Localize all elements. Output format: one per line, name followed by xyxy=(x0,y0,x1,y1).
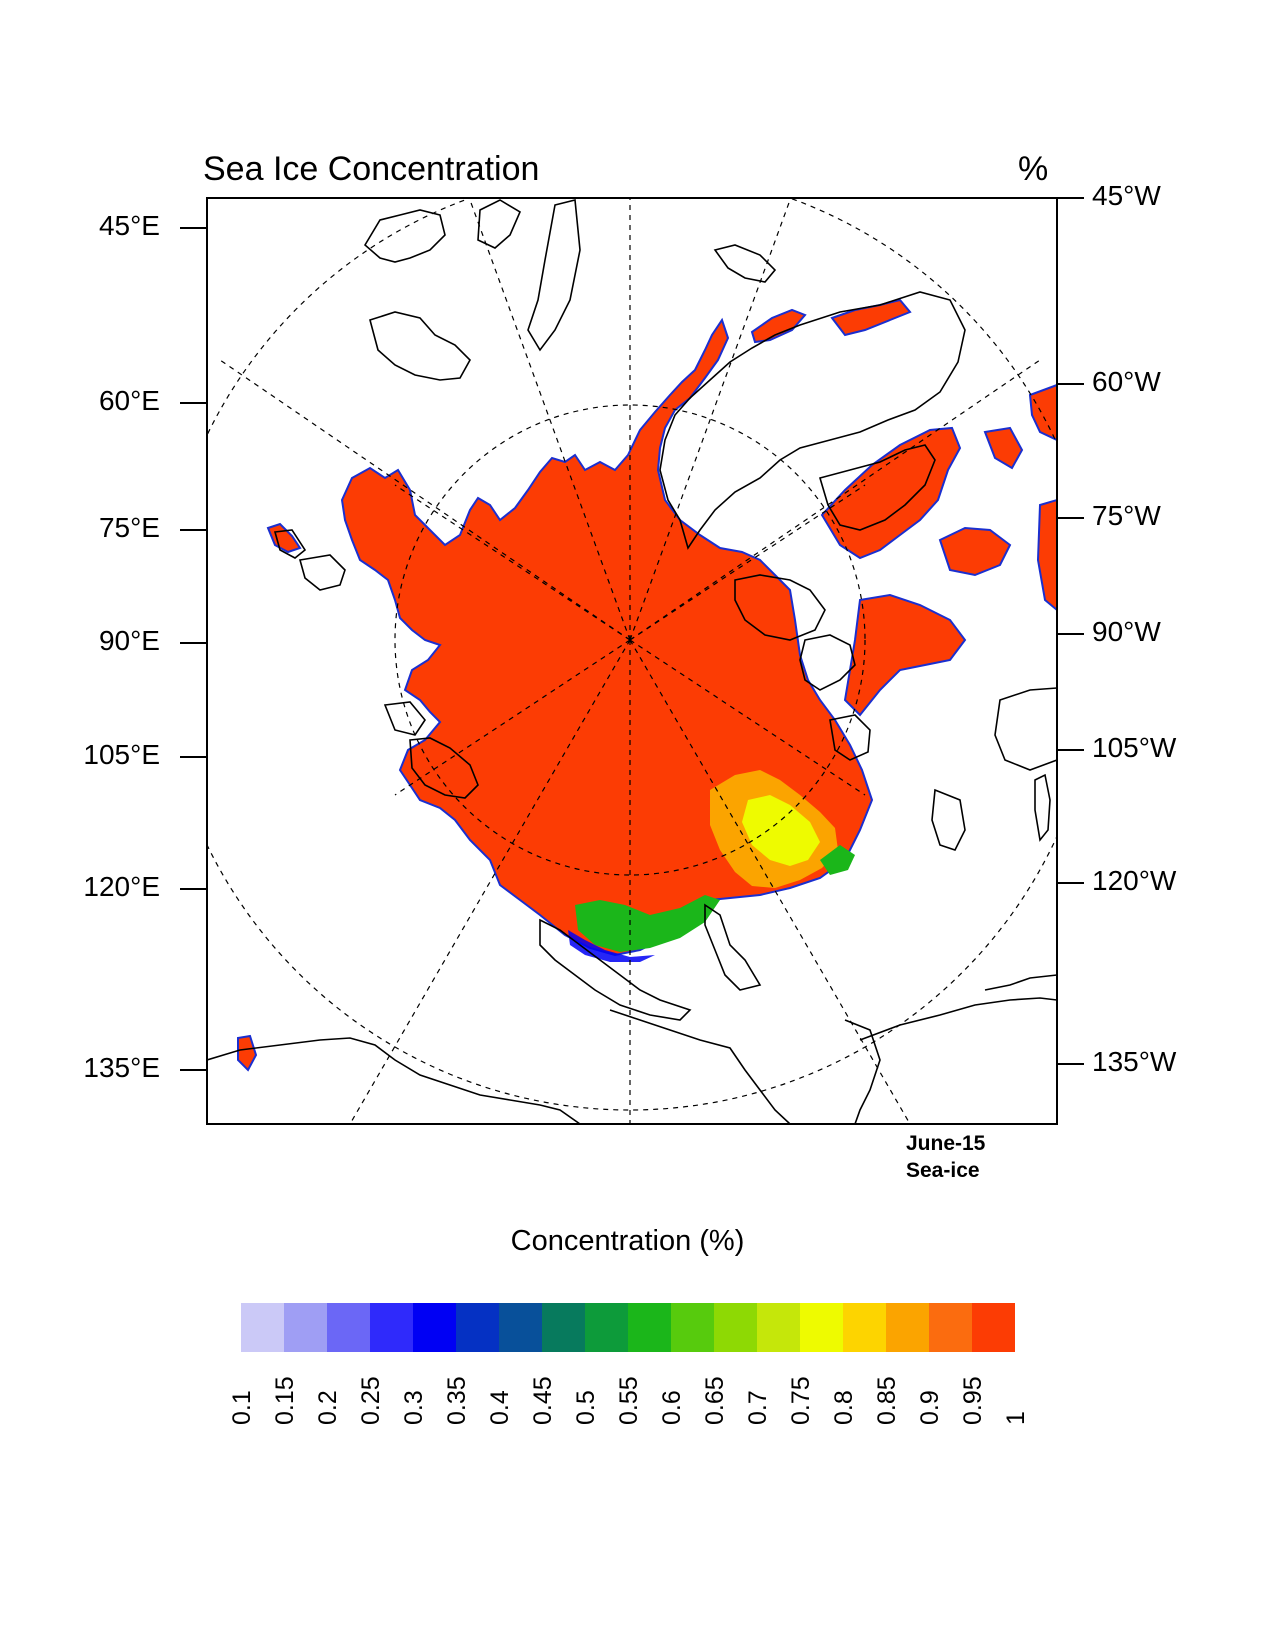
ice-archipelago-ne xyxy=(830,298,912,337)
colorbar-tick-label: 0.75 xyxy=(787,1376,815,1425)
left-label-90e: 90°E xyxy=(98,625,160,656)
ice-mid-zone xyxy=(742,795,820,866)
colorbar-swatch xyxy=(628,1303,671,1352)
right-label-60w: 60°W xyxy=(1092,366,1161,397)
ice-alaska-west xyxy=(237,1034,258,1072)
colorbar-swatch xyxy=(671,1303,714,1352)
ice-canada-east xyxy=(820,426,962,560)
colorbar-tick-label: 0.2 xyxy=(314,1390,342,1425)
ice-baffin-2 xyxy=(983,426,1024,470)
left-ticks xyxy=(180,227,207,1071)
ice-edge-zone xyxy=(575,895,720,952)
ice-baffin xyxy=(1028,383,1057,442)
map-title: Sea Ice Concentration xyxy=(203,150,540,188)
colorbar-tick-label: 1 xyxy=(1002,1411,1030,1425)
right-label-90w: 90°W xyxy=(1092,616,1161,647)
ice-edge-east xyxy=(820,845,855,875)
ice-concentration-field xyxy=(237,298,1057,1072)
colorbar-tick-label: 0.5 xyxy=(572,1390,600,1425)
colorbar-tick-label: 0.6 xyxy=(658,1390,686,1425)
left-label-75e: 75°E xyxy=(98,512,160,543)
colorbar-tick-label: 0.95 xyxy=(959,1376,987,1425)
left-label-105e: 105°E xyxy=(83,739,160,770)
colorbar-swatch xyxy=(327,1303,370,1352)
colorbar-tick-label: 0.9 xyxy=(916,1390,944,1425)
field-stamp: Sea-ice xyxy=(906,1159,980,1182)
colorbar-swatch xyxy=(413,1303,456,1352)
colorbar-swatch xyxy=(456,1303,499,1352)
ice-east-edge xyxy=(1036,498,1057,612)
right-ticks xyxy=(1057,197,1084,1065)
colorbar-tick-label: 0.4 xyxy=(486,1390,514,1425)
map-unit: % xyxy=(1018,150,1049,188)
left-label-60e: 60°E xyxy=(98,385,160,416)
colorbar-swatch xyxy=(757,1303,800,1352)
colorbar-tick-label: 0.1 xyxy=(228,1390,256,1425)
colorbar-tick-label: 0.25 xyxy=(357,1376,385,1425)
right-label-135w: 135°W xyxy=(1092,1046,1177,1077)
colorbar-tick-label: 0.85 xyxy=(873,1376,901,1425)
colorbar-swatch xyxy=(800,1303,843,1352)
ice-archipelago-north xyxy=(750,308,807,344)
plot-frame xyxy=(206,197,1058,1125)
colorbar-swatch xyxy=(284,1303,327,1352)
colorbar-swatch xyxy=(714,1303,757,1352)
ice-nw-patch xyxy=(266,522,302,554)
right-label-105w: 105°W xyxy=(1092,732,1177,763)
colorbar-tick-label: 0.8 xyxy=(830,1390,858,1425)
colorbar-swatch xyxy=(929,1303,972,1352)
colorbar-tick-label: 0.7 xyxy=(744,1390,772,1425)
colorbar-swatch xyxy=(241,1303,284,1352)
colorbar-tick-label: 0.35 xyxy=(443,1376,471,1425)
legend-title: Concentration (%) xyxy=(510,1225,745,1257)
colorbar-tick-label: 0.55 xyxy=(615,1376,643,1425)
coastlines xyxy=(207,198,1057,1124)
colorbar-swatch xyxy=(370,1303,413,1352)
date-stamp: June-15 xyxy=(906,1132,986,1155)
ice-hudson xyxy=(938,526,1012,577)
colorbar-swatch xyxy=(499,1303,542,1352)
colorbar-swatch xyxy=(843,1303,886,1352)
colorbar-swatch xyxy=(972,1303,1015,1352)
graticule xyxy=(207,198,1057,1124)
right-label-120w: 120°W xyxy=(1092,865,1177,896)
colorbar-swatch xyxy=(886,1303,929,1352)
colorbar-swatch xyxy=(585,1303,628,1352)
colorbar-tick-label: 0.3 xyxy=(400,1390,428,1425)
right-label-45w: 45°W xyxy=(1092,180,1161,211)
left-label-120e: 120°E xyxy=(83,871,160,902)
colorbar-tick-label: 0.45 xyxy=(529,1376,557,1425)
colorbar-swatch xyxy=(542,1303,585,1352)
ice-channels xyxy=(843,593,967,717)
colorbar-tick-label: 0.15 xyxy=(271,1376,299,1425)
ice-low-zone xyxy=(568,930,655,962)
left-label-135e: 135°E xyxy=(83,1052,160,1083)
left-label-45e: 45°E xyxy=(98,210,160,241)
colorbar xyxy=(241,1303,1015,1352)
colorbar-tick-label: 0.65 xyxy=(701,1376,729,1425)
right-label-75w: 75°W xyxy=(1092,500,1161,531)
